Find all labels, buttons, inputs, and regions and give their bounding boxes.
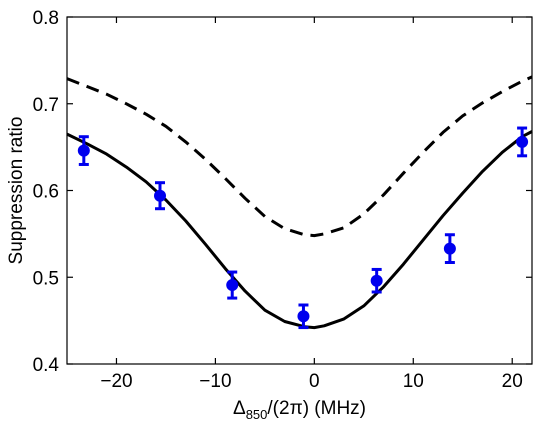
data-point: [516, 135, 529, 148]
x-tick-label: 20: [502, 371, 523, 392]
data-point: [77, 144, 90, 157]
solid-curve: [66, 130, 533, 330]
data-point: [226, 279, 239, 292]
y-axis-title: Suppression ratio: [6, 117, 27, 265]
tick-layer: −20 −10 0 10 20 0.4 0.5 0.6 0.7 0.8: [33, 8, 532, 392]
x-tick-label: −20: [100, 371, 132, 392]
plot-layer: [66, 75, 533, 330]
y-tick-label: 0.6: [33, 182, 59, 203]
data-point: [370, 274, 383, 287]
x-axis-title: Δ850/(2π) (MHz): [233, 398, 366, 422]
x-tick-label: −10: [199, 371, 231, 392]
x-axis-title-main: Δ: [233, 398, 246, 419]
data-point: [154, 189, 166, 202]
x-axis-title-subscript: 850: [246, 407, 268, 422]
y-tick-label: 0.8: [33, 8, 59, 29]
x-tick-label: 10: [403, 371, 424, 392]
data-point: [443, 242, 456, 255]
y-tick-label: 0.4: [33, 355, 60, 376]
dashed-curve: [66, 75, 533, 238]
y-tick-label: 0.7: [33, 95, 59, 116]
x-tick-label: 0: [309, 371, 320, 392]
data-point: [297, 310, 310, 323]
y-tick-label: 0.5: [33, 268, 59, 289]
x-axis-title-rest: /(2π) (MHz): [267, 398, 366, 419]
